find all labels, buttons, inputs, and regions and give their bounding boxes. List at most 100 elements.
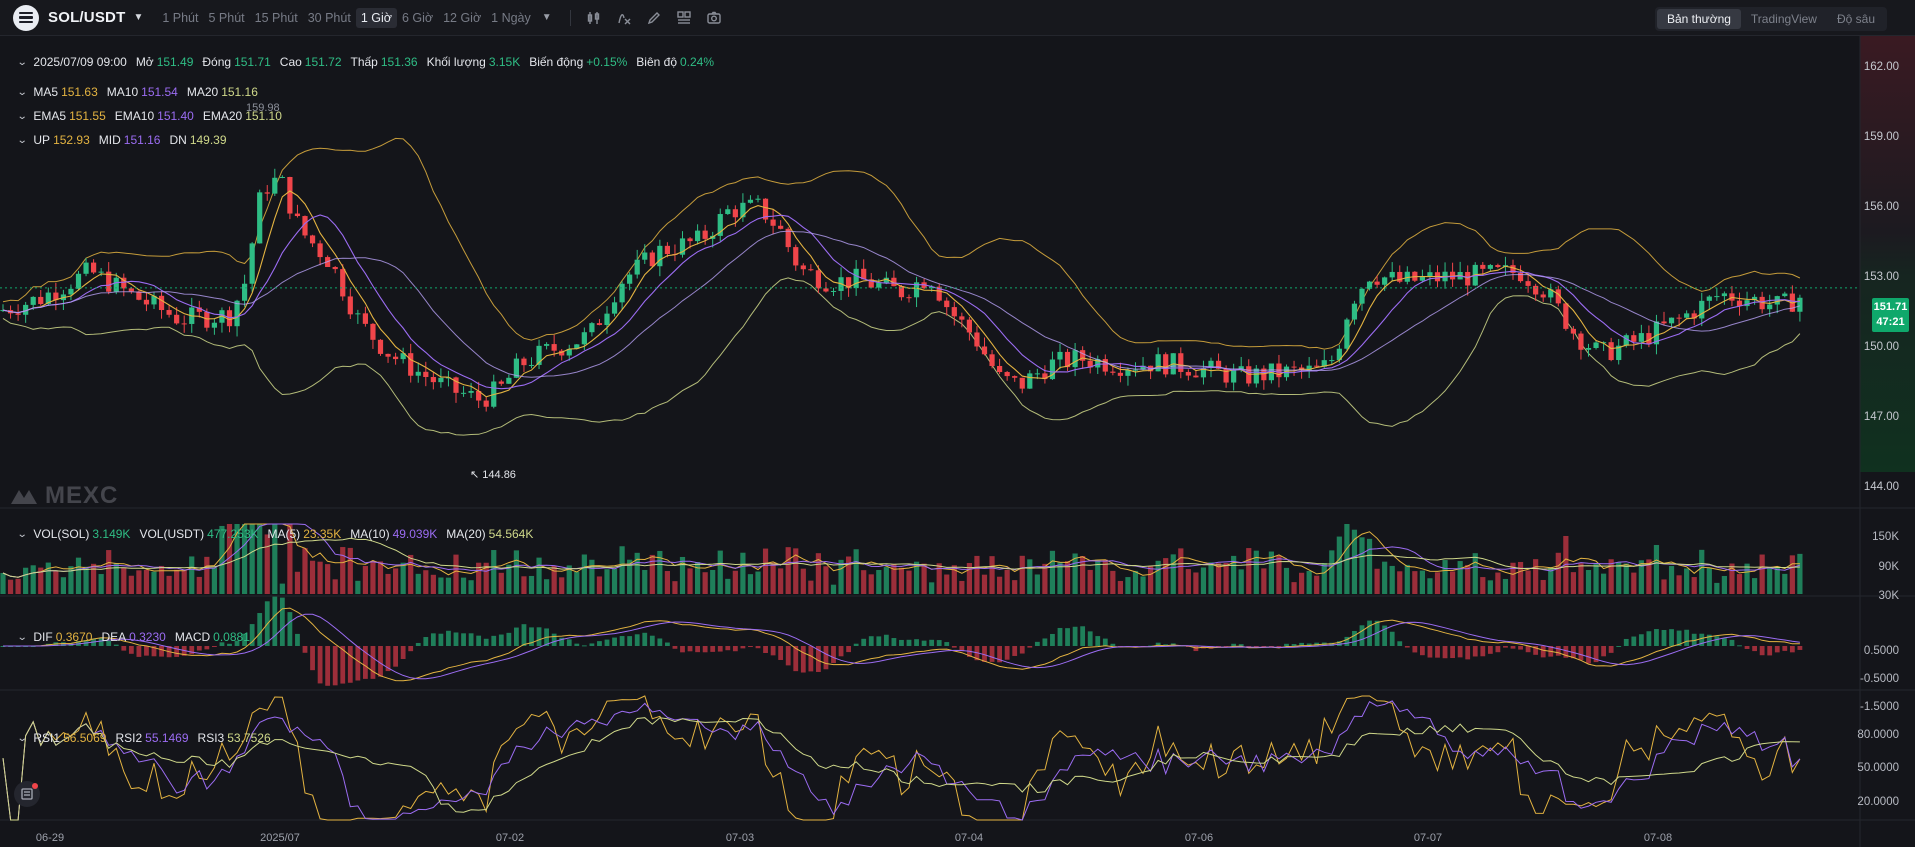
pair-selector[interactable]: SOL/USDT — [48, 9, 126, 26]
candle-type-icon[interactable] — [579, 6, 609, 30]
collapse-chevron-icon[interactable]: ⌄ — [16, 732, 28, 744]
macd-histogram-bar — [310, 646, 315, 671]
macd-histogram-bar — [657, 638, 663, 646]
volume-bar — [725, 578, 731, 594]
candle-body — [98, 271, 104, 273]
macd-histogram-bar — [453, 632, 459, 646]
macd-histogram-bar — [1080, 626, 1086, 646]
macd-histogram-bar — [136, 646, 142, 657]
candle-body — [483, 400, 489, 407]
macd-histogram-bar — [204, 646, 210, 650]
volume-bar — [1200, 567, 1207, 594]
candle-body — [581, 332, 587, 345]
volume-bar — [1752, 578, 1758, 594]
candle-body — [377, 339, 384, 354]
volume-bar — [1283, 567, 1290, 594]
volume-bar — [415, 573, 421, 594]
volume-bar — [1223, 562, 1229, 594]
candle-body — [913, 282, 920, 298]
rsi-legend: ⌄ RSI1 56.5069 RSI2 55.1469 RSI3 53.7526 — [16, 731, 280, 745]
tab-12h[interactable]: 12 Giờ — [443, 10, 482, 25]
candle-body — [876, 282, 882, 288]
volume-bar — [687, 568, 693, 594]
tab-1d[interactable]: 1 Ngày — [491, 10, 531, 25]
volume-bar — [672, 581, 678, 594]
ma10-label: MA10 — [106, 85, 139, 99]
macd-histogram-bar — [1510, 646, 1516, 649]
macd-histogram-bar — [174, 646, 180, 657]
volume-bar — [898, 567, 905, 594]
tab-30m[interactable]: 30 Phút — [307, 10, 351, 25]
candle-body — [1450, 271, 1456, 280]
rsi3-label: RSI3 — [197, 731, 225, 745]
volume-bar — [1767, 567, 1773, 594]
macd-histogram-bar — [695, 646, 700, 653]
volume-bar — [604, 569, 610, 594]
volume-bar — [1480, 577, 1486, 594]
macd-histogram-bar — [959, 646, 965, 652]
more-timeframes-chevron-icon[interactable]: ▼ — [541, 12, 552, 23]
macd-histogram-bar — [1578, 646, 1584, 661]
candle-body — [166, 310, 172, 315]
macd-histogram-bar — [491, 635, 497, 646]
volume-bar — [929, 582, 935, 594]
layout-icon[interactable] — [669, 6, 699, 30]
candle-body — [1140, 365, 1146, 370]
macd-axis-label: 0.5000 — [1863, 645, 1899, 657]
volume-bar — [1736, 574, 1743, 594]
tab-1m[interactable]: 1 Phút — [162, 10, 199, 25]
chevron-down-icon[interactable]: ▼ — [133, 12, 144, 23]
macd-histogram-bar — [1480, 646, 1486, 657]
boll-lower-line — [2, 277, 1801, 436]
macd-histogram-bar — [1623, 638, 1629, 646]
screenshot-icon[interactable] — [699, 6, 729, 30]
collapse-chevron-icon[interactable]: ⌄ — [16, 134, 28, 146]
view-basic-button[interactable]: Bản thường — [1656, 9, 1741, 29]
price-chart[interactable] — [0, 36, 1915, 847]
tab-15m[interactable]: 15 Phút — [254, 10, 298, 25]
macd-histogram-bar — [816, 646, 821, 672]
volume-bar — [53, 571, 59, 594]
macd-histogram-bar — [1608, 646, 1614, 653]
macd-histogram-bar — [597, 641, 602, 646]
volume-bar — [204, 556, 210, 594]
ema-legend: ⌄ EMA5 151.55 EMA10 151.40 EMA20 151.10 — [16, 109, 291, 123]
candle-body — [1797, 297, 1803, 312]
collapse-chevron-icon[interactable]: ⌄ — [16, 110, 28, 122]
volume-bar — [770, 562, 776, 594]
candle-body — [1404, 271, 1410, 282]
candle-body — [1291, 366, 1297, 368]
price-axis-label: 144.00 — [1863, 481, 1899, 493]
macd-histogram-bar — [1435, 646, 1440, 658]
tab-5m[interactable]: 5 Phút — [208, 10, 245, 25]
candle-body — [1638, 333, 1644, 342]
collapse-chevron-icon[interactable]: ⌄ — [16, 86, 28, 98]
indicator-icon[interactable] — [609, 6, 639, 30]
candle-body — [53, 292, 59, 301]
volume-bar — [513, 550, 519, 594]
macd-histogram-bar — [106, 640, 112, 646]
macd-histogram-bar — [1706, 634, 1712, 646]
tab-1h[interactable]: 1 Giờ — [355, 7, 397, 28]
collapse-chevron-icon[interactable]: ⌄ — [16, 56, 28, 68]
macd-histogram-bar — [332, 646, 338, 686]
macd-histogram-bar — [347, 646, 353, 683]
order-panel-toggle-button[interactable] — [14, 781, 40, 807]
view-depth-button[interactable]: Độ sâu — [1836, 12, 1875, 26]
volume-bar — [1163, 558, 1169, 594]
tab-6h[interactable]: 6 Giờ — [401, 10, 434, 25]
candle-body — [1223, 368, 1229, 383]
macd-histogram-bar — [98, 637, 104, 646]
macd-histogram-bar — [446, 630, 451, 646]
view-tradingview-button[interactable]: TradingView — [1750, 12, 1817, 26]
macd-histogram-bar — [249, 624, 255, 646]
draw-icon[interactable] — [639, 6, 669, 30]
macd-histogram-bar — [1654, 629, 1659, 646]
macd-histogram-bar — [785, 646, 791, 666]
collapse-chevron-icon[interactable]: ⌄ — [16, 528, 28, 540]
collapse-chevron-icon[interactable]: ⌄ — [16, 631, 28, 643]
high-label: Cao — [279, 55, 302, 69]
volume-bar — [196, 576, 202, 594]
candle-body — [1533, 285, 1539, 295]
volume-bar — [1502, 578, 1509, 594]
